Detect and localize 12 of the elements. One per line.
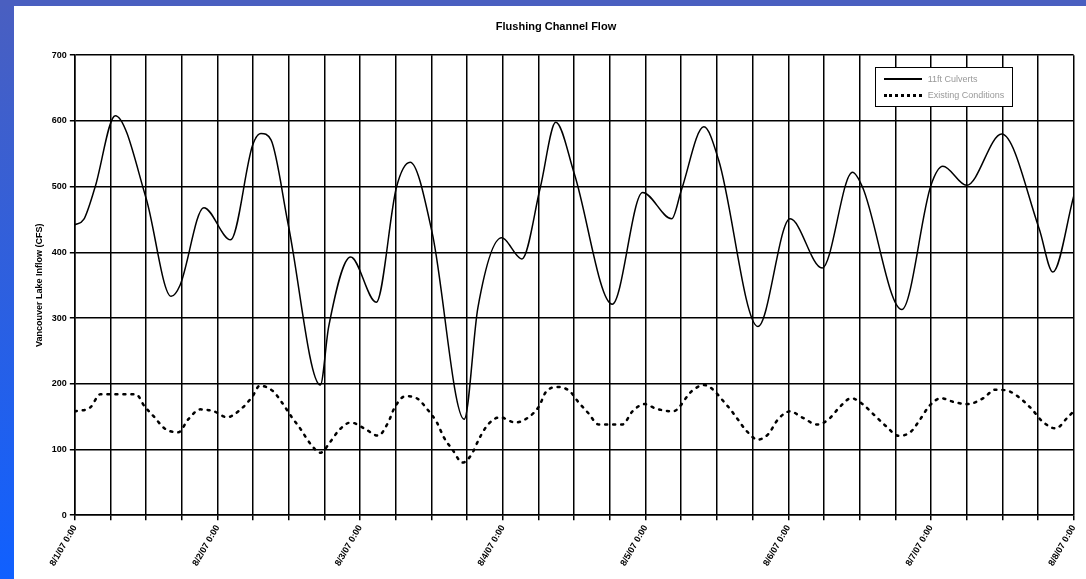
chart-title: Flushing Channel Flow: [495, 19, 617, 32]
y-tick-label: 0: [61, 509, 67, 520]
y-axis-title: Vancouver Lake Inflow (CFS): [33, 223, 44, 347]
legend-label: 11ft Culverts: [927, 74, 978, 85]
y-tick-label: 400: [51, 246, 67, 257]
y-tick-label: 500: [51, 181, 67, 192]
legend-label: Existing Conditions: [927, 90, 1005, 101]
y-tick-label: 600: [51, 115, 67, 126]
y-tick-label: 200: [51, 378, 67, 389]
y-tick-label: 300: [51, 312, 67, 323]
y-tick-label: 100: [51, 443, 67, 454]
y-tick-label: 700: [51, 49, 67, 60]
